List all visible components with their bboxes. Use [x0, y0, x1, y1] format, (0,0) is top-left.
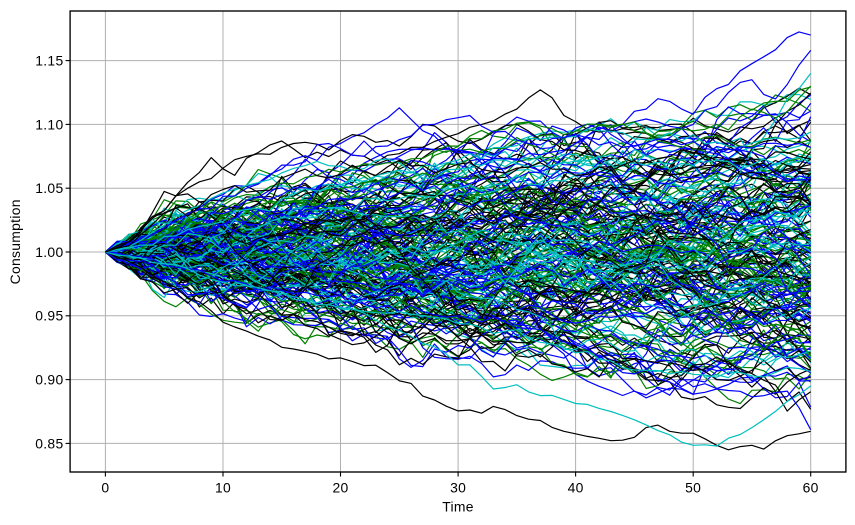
svg-text:0.90: 0.90 [35, 372, 63, 388]
svg-text:40: 40 [568, 479, 584, 495]
svg-text:0.85: 0.85 [35, 435, 63, 451]
svg-text:20: 20 [332, 479, 348, 495]
svg-text:0.95: 0.95 [35, 308, 63, 324]
svg-text:30: 30 [450, 479, 466, 495]
svg-text:0: 0 [101, 479, 109, 495]
svg-text:10: 10 [215, 479, 231, 495]
svg-text:1.10: 1.10 [35, 116, 63, 132]
svg-text:60: 60 [803, 479, 819, 495]
svg-text:Time: Time [442, 499, 474, 515]
svg-text:Consumption: Consumption [7, 199, 23, 284]
svg-text:50: 50 [685, 479, 701, 495]
svg-text:1.05: 1.05 [35, 180, 63, 196]
svg-text:1.15: 1.15 [35, 53, 63, 69]
svg-text:1.00: 1.00 [35, 244, 63, 260]
